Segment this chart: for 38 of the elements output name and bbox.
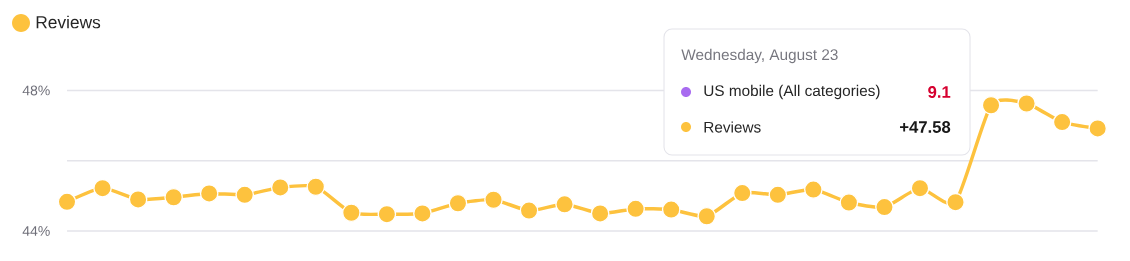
y-tick-label: 48% — [22, 85, 50, 96]
point — [804, 180, 823, 199]
point — [377, 204, 397, 224]
point — [1088, 119, 1108, 138]
point — [1052, 112, 1072, 132]
point — [306, 177, 326, 197]
point — [981, 95, 1001, 115]
point — [1017, 94, 1036, 113]
point — [732, 183, 752, 203]
point — [341, 203, 361, 223]
point — [910, 178, 930, 198]
point — [93, 178, 112, 198]
point — [270, 178, 290, 197]
point — [626, 199, 645, 219]
annotation: US mobile (All categories) — [704, 84, 880, 100]
point — [128, 190, 148, 209]
point — [413, 204, 432, 223]
point — [555, 194, 574, 214]
point — [661, 200, 681, 219]
point — [946, 192, 965, 212]
point — [164, 187, 183, 207]
point — [519, 201, 539, 220]
point — [484, 190, 503, 210]
point — [57, 192, 77, 212]
point — [839, 193, 859, 212]
point — [768, 185, 788, 205]
annotation: 9.1 — [928, 86, 951, 98]
annotation: +47.58 — [900, 121, 951, 133]
legend-label: Reviews — [36, 15, 101, 29]
text: Wednesday, August 23 — [681, 48, 838, 64]
point — [448, 193, 468, 213]
y-tick-label: 44% — [22, 226, 50, 236]
point — [875, 197, 894, 217]
point — [235, 185, 255, 205]
point — [199, 184, 219, 203]
point — [697, 206, 717, 226]
point — [590, 204, 610, 223]
annotation: Reviews — [704, 121, 761, 133]
